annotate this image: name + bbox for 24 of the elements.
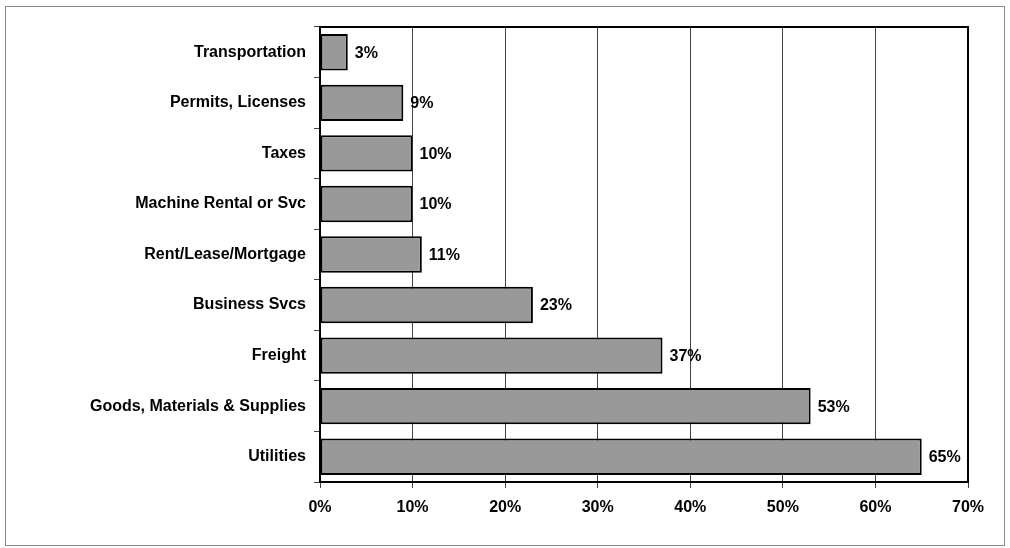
y-tick-label: Transportation <box>193 42 306 60</box>
x-tick-label: 70% <box>951 498 985 516</box>
data-label: 23% <box>539 296 572 314</box>
y-tick-label: Taxes <box>261 143 307 161</box>
x-tick-label: 0% <box>308 498 332 516</box>
data-label: 11% <box>428 245 460 263</box>
y-tick-label: Goods, Materials & Supplies <box>89 396 307 414</box>
x-tick-label: 10% <box>396 498 429 516</box>
data-label: 10% <box>419 195 452 213</box>
data-label: 3% <box>354 43 378 61</box>
y-tick-label: Machine Rental or Svc <box>135 194 307 212</box>
x-tick-label: 30% <box>581 498 614 516</box>
data-label: 65% <box>928 448 961 466</box>
y-tick-label: Rent/Lease/Mortgage <box>144 244 307 262</box>
x-tick-label: 40% <box>674 498 707 516</box>
x-tick-label: 20% <box>489 498 522 516</box>
y-tick-label: Freight <box>251 346 307 364</box>
x-tick-label: 60% <box>859 498 892 516</box>
y-tick-label: Business Svcs <box>193 295 307 313</box>
data-label: 10% <box>419 144 452 162</box>
data-label: 53% <box>817 397 850 415</box>
y-tick-label: Utilities <box>248 447 307 465</box>
x-tick-label: 50% <box>766 498 799 516</box>
y-tick-label: Permits, Licenses <box>169 93 307 111</box>
